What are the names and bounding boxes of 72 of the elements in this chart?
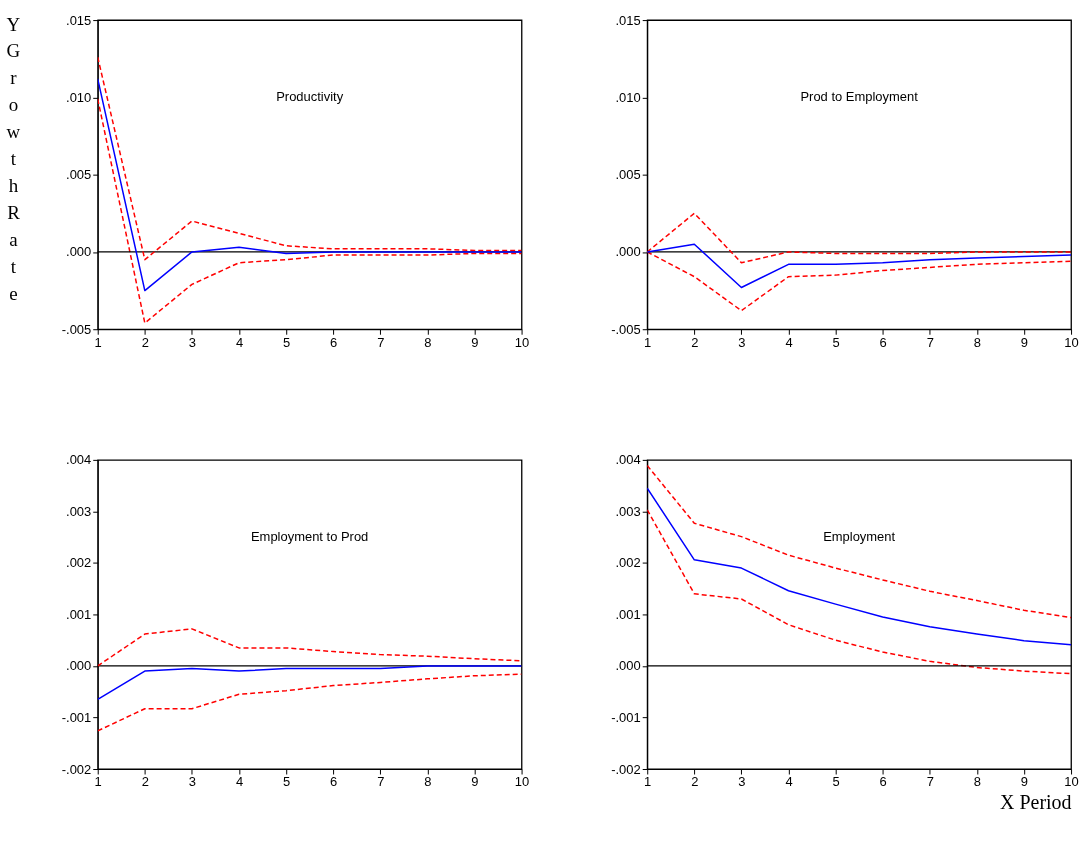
- y-tick-label: .000: [66, 658, 92, 674]
- x-tick-label: 10: [514, 774, 530, 790]
- x-tick-label: 10: [1064, 334, 1079, 350]
- text: Employment: [823, 528, 896, 544]
- x-tick-label: 4: [235, 774, 244, 790]
- x-tick-label: 8: [424, 774, 432, 790]
- x-tick-label: 7: [377, 334, 385, 350]
- y-tick-label: .003: [66, 503, 92, 519]
- y-tick-label: -.001: [61, 709, 92, 725]
- x-tick-label: 2: [691, 774, 699, 790]
- x-tick-label: 9: [1020, 774, 1029, 790]
- y-tick-label: .001: [66, 606, 92, 622]
- x-tick-label: 1: [644, 334, 652, 350]
- y-tick-label: .002: [615, 555, 641, 571]
- y-tick-label: .002: [66, 555, 92, 571]
- x-tick-label: 3: [188, 334, 197, 350]
- y-tick-label: -.001: [611, 709, 641, 725]
- x-tick-label: 5: [832, 334, 840, 350]
- y-tick-label: .004: [615, 452, 641, 468]
- x-tick-label: 6: [330, 334, 338, 350]
- text: Employment to Prod: [250, 528, 369, 544]
- x-tick-label: 4: [785, 334, 793, 350]
- y-tick-label: .015: [615, 12, 641, 28]
- x-tick-label: 2: [141, 774, 149, 790]
- x-tick-label: 3: [738, 774, 746, 790]
- x-tick-label: 10: [1064, 774, 1079, 790]
- line-series: [647, 487, 1072, 646]
- text: Prod to Employment: [800, 88, 919, 104]
- x-tick-label: 1: [94, 774, 102, 790]
- y-tick-label: .004: [66, 452, 92, 468]
- x-tick-label: 9: [1020, 334, 1029, 350]
- x-tick-label: 3: [188, 774, 197, 790]
- y-tick-label: .005: [615, 167, 641, 183]
- x-tick-label: 6: [879, 334, 887, 350]
- x-tick-label: 9: [471, 774, 479, 790]
- y-tick-label: -.002: [61, 761, 92, 777]
- y-tick-label: -.005: [61, 321, 92, 337]
- x-tick-label: 5: [282, 334, 291, 350]
- x-tick-label: 8: [424, 334, 432, 350]
- y-tick-label: .005: [66, 167, 92, 183]
- x-tick-label: 9: [471, 334, 479, 350]
- x-tick-label: 7: [926, 334, 934, 350]
- x-tick-label: 7: [377, 774, 385, 790]
- x-tick-label: 1: [644, 774, 652, 790]
- y-tick-label: .000: [615, 244, 641, 260]
- x-tick-label: 2: [691, 334, 699, 350]
- y-tick-label: .015: [66, 12, 92, 28]
- y-tick-label: .001: [615, 606, 641, 622]
- x-tick-label: 7: [926, 774, 934, 790]
- x-tick-label: 5: [832, 774, 840, 790]
- x-tick-label: 6: [330, 774, 338, 790]
- x-tick-label: 6: [879, 774, 887, 790]
- text: Y Growth Rate: [6, 13, 21, 304]
- x-tick-label: 2: [141, 334, 149, 350]
- x-tick-label: 4: [235, 334, 244, 350]
- y-tick-label: .000: [615, 658, 641, 674]
- x-tick-label: 10: [514, 334, 530, 350]
- y-tick-label: -.002: [611, 761, 641, 777]
- y-tick-label: .010: [66, 89, 92, 105]
- x-tick-label: 8: [973, 334, 981, 350]
- line-series: [647, 464, 1072, 619]
- y-tick-label: .000: [66, 244, 92, 260]
- x-tick-label: 8: [973, 774, 981, 790]
- text: Productivity: [276, 88, 344, 104]
- x-tick-label: 3: [738, 334, 746, 350]
- x-tick-label: 5: [282, 774, 291, 790]
- x-tick-label: 4: [785, 774, 793, 790]
- x-tick-label: 1: [94, 334, 102, 350]
- y-tick-label: .003: [615, 503, 641, 519]
- x-axis-title: X Period: [1000, 791, 1072, 814]
- y-tick-label: .010: [615, 89, 641, 105]
- y-tick-label: -.005: [611, 321, 641, 337]
